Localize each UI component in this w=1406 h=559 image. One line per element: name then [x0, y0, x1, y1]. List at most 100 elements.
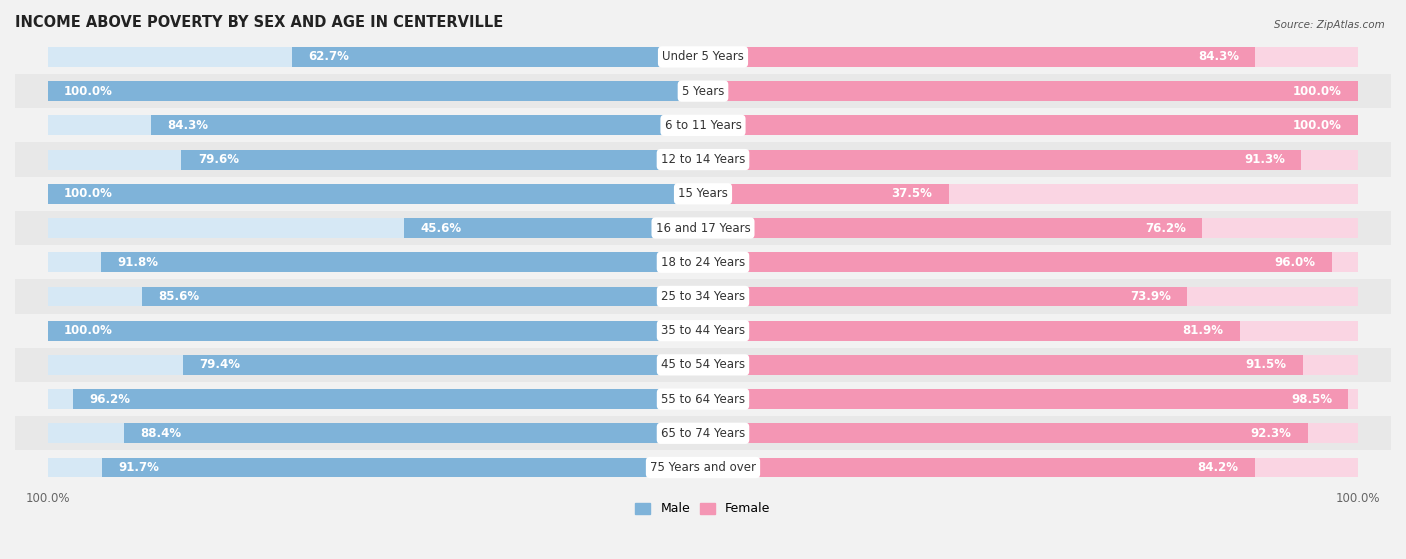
- Text: 84.3%: 84.3%: [167, 119, 208, 132]
- Bar: [101, 252, 703, 272]
- Text: 73.9%: 73.9%: [1130, 290, 1171, 303]
- Text: 12 to 14 Years: 12 to 14 Years: [661, 153, 745, 166]
- Text: 6 to 11 Years: 6 to 11 Years: [665, 119, 741, 132]
- Bar: [703, 389, 1348, 409]
- Text: Source: ZipAtlas.com: Source: ZipAtlas.com: [1274, 20, 1385, 30]
- Text: 100.0%: 100.0%: [65, 84, 112, 98]
- Bar: [703, 287, 1187, 306]
- Text: 79.4%: 79.4%: [200, 358, 240, 371]
- Text: 96.2%: 96.2%: [89, 392, 129, 406]
- Text: 100.0%: 100.0%: [65, 187, 112, 200]
- Bar: [703, 423, 1308, 443]
- Bar: [703, 458, 1358, 477]
- Bar: [142, 287, 703, 306]
- Text: 37.5%: 37.5%: [891, 187, 932, 200]
- Text: 65 to 74 Years: 65 to 74 Years: [661, 427, 745, 440]
- Text: 88.4%: 88.4%: [141, 427, 181, 440]
- Bar: [48, 321, 703, 340]
- Bar: [703, 252, 1358, 272]
- Text: 92.3%: 92.3%: [1250, 427, 1291, 440]
- Bar: [183, 355, 703, 375]
- Text: 5 Years: 5 Years: [682, 84, 724, 98]
- Text: Under 5 Years: Under 5 Years: [662, 50, 744, 63]
- Bar: [703, 252, 1331, 272]
- Bar: [48, 81, 703, 101]
- Text: INCOME ABOVE POVERTY BY SEX AND AGE IN CENTERVILLE: INCOME ABOVE POVERTY BY SEX AND AGE IN C…: [15, 15, 503, 30]
- Bar: [15, 108, 1391, 143]
- Bar: [15, 245, 1391, 280]
- Bar: [703, 150, 1358, 169]
- Bar: [404, 218, 703, 238]
- Bar: [15, 382, 1391, 416]
- Bar: [703, 81, 1358, 101]
- Bar: [703, 150, 1301, 169]
- Bar: [703, 116, 1358, 135]
- Bar: [15, 451, 1391, 485]
- Bar: [703, 458, 1254, 477]
- Legend: Male, Female: Male, Female: [630, 498, 776, 520]
- Text: 91.5%: 91.5%: [1246, 358, 1286, 371]
- Bar: [703, 218, 1202, 238]
- Text: 84.3%: 84.3%: [1198, 50, 1239, 63]
- Bar: [181, 150, 703, 169]
- Text: 91.3%: 91.3%: [1244, 153, 1285, 166]
- Text: 85.6%: 85.6%: [159, 290, 200, 303]
- Bar: [48, 150, 703, 169]
- Bar: [292, 47, 703, 67]
- Text: 100.0%: 100.0%: [65, 324, 112, 337]
- Text: 18 to 24 Years: 18 to 24 Years: [661, 255, 745, 269]
- Bar: [703, 81, 1358, 101]
- Bar: [703, 355, 1358, 375]
- Text: 16 and 17 Years: 16 and 17 Years: [655, 221, 751, 235]
- Text: 100.0%: 100.0%: [1294, 119, 1341, 132]
- Text: 84.2%: 84.2%: [1198, 461, 1239, 474]
- Bar: [48, 218, 703, 238]
- Text: 79.6%: 79.6%: [198, 153, 239, 166]
- Text: 98.5%: 98.5%: [1291, 392, 1331, 406]
- Bar: [15, 416, 1391, 451]
- Bar: [15, 40, 1391, 74]
- Bar: [103, 458, 703, 477]
- Text: 62.7%: 62.7%: [308, 50, 350, 63]
- Text: 76.2%: 76.2%: [1144, 221, 1185, 235]
- Bar: [703, 218, 1358, 238]
- Text: 81.9%: 81.9%: [1182, 324, 1223, 337]
- Bar: [703, 321, 1358, 340]
- Bar: [15, 74, 1391, 108]
- Bar: [15, 348, 1391, 382]
- Bar: [15, 280, 1391, 314]
- Bar: [48, 116, 703, 135]
- Bar: [703, 116, 1358, 135]
- Bar: [48, 355, 703, 375]
- Bar: [150, 116, 703, 135]
- Text: 25 to 34 Years: 25 to 34 Years: [661, 290, 745, 303]
- Bar: [703, 423, 1358, 443]
- Bar: [48, 458, 703, 477]
- Text: 15 Years: 15 Years: [678, 187, 728, 200]
- Bar: [15, 314, 1391, 348]
- Bar: [703, 389, 1358, 409]
- Bar: [703, 287, 1358, 306]
- Bar: [48, 184, 703, 203]
- Text: 55 to 64 Years: 55 to 64 Years: [661, 392, 745, 406]
- Bar: [48, 252, 703, 272]
- Bar: [124, 423, 703, 443]
- Bar: [48, 287, 703, 306]
- Text: 100.0%: 100.0%: [1294, 84, 1341, 98]
- Bar: [703, 47, 1358, 67]
- Bar: [48, 389, 703, 409]
- Text: 45 to 54 Years: 45 to 54 Years: [661, 358, 745, 371]
- Bar: [48, 321, 703, 340]
- Bar: [73, 389, 703, 409]
- Bar: [703, 355, 1302, 375]
- Text: 91.7%: 91.7%: [118, 461, 159, 474]
- Bar: [15, 177, 1391, 211]
- Bar: [703, 184, 949, 203]
- Bar: [703, 321, 1240, 340]
- Bar: [15, 211, 1391, 245]
- Text: 96.0%: 96.0%: [1275, 255, 1316, 269]
- Bar: [703, 184, 1358, 203]
- Bar: [48, 47, 703, 67]
- Text: 91.8%: 91.8%: [118, 255, 159, 269]
- Bar: [48, 81, 703, 101]
